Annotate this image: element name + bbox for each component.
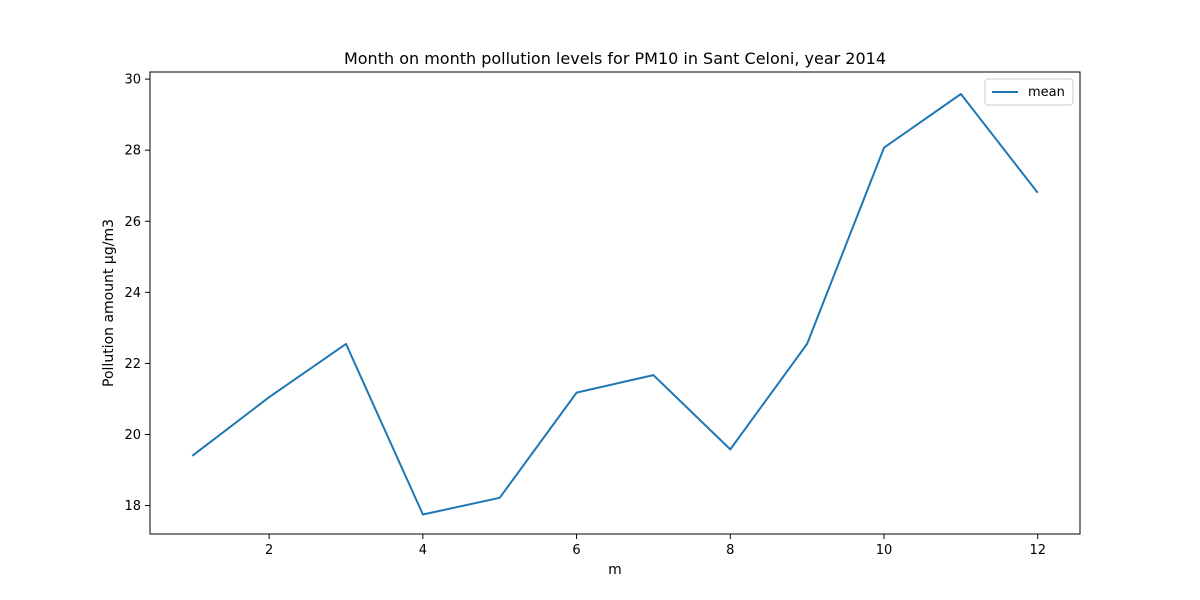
legend: mean xyxy=(984,78,1074,106)
y-tick-label: 24 xyxy=(124,286,141,301)
x-axis-ticks: 2 4 6 8 10 12 xyxy=(265,534,1046,558)
legend-box xyxy=(984,78,1074,106)
x-tick-label: 10 xyxy=(876,543,893,558)
legend-label-mean: mean xyxy=(1028,85,1065,100)
y-axis-ticks: 18 20 22 24 26 28 30 xyxy=(124,73,150,514)
x-tick-label: 4 xyxy=(419,543,427,558)
x-tick-label: 12 xyxy=(1029,543,1046,558)
y-tick-label: 26 xyxy=(124,215,141,230)
y-axis-label: Pollution amount µg/m3 xyxy=(101,219,117,387)
x-axis-label: m xyxy=(608,562,622,578)
y-tick-label: 30 xyxy=(124,73,141,88)
x-tick-label: 6 xyxy=(572,543,580,558)
y-tick-label: 18 xyxy=(124,499,141,514)
y-tick-label: 28 xyxy=(124,144,141,159)
y-tick-label: 20 xyxy=(124,428,141,443)
plot-frame xyxy=(149,71,1081,535)
y-tick-label: 22 xyxy=(124,357,141,372)
x-tick-label: 8 xyxy=(726,543,734,558)
chart-title: Month on month pollution levels for PM10… xyxy=(344,49,886,68)
x-tick-label: 2 xyxy=(265,543,273,558)
series-layer xyxy=(191,93,1039,516)
series-line-mean xyxy=(191,93,1039,516)
